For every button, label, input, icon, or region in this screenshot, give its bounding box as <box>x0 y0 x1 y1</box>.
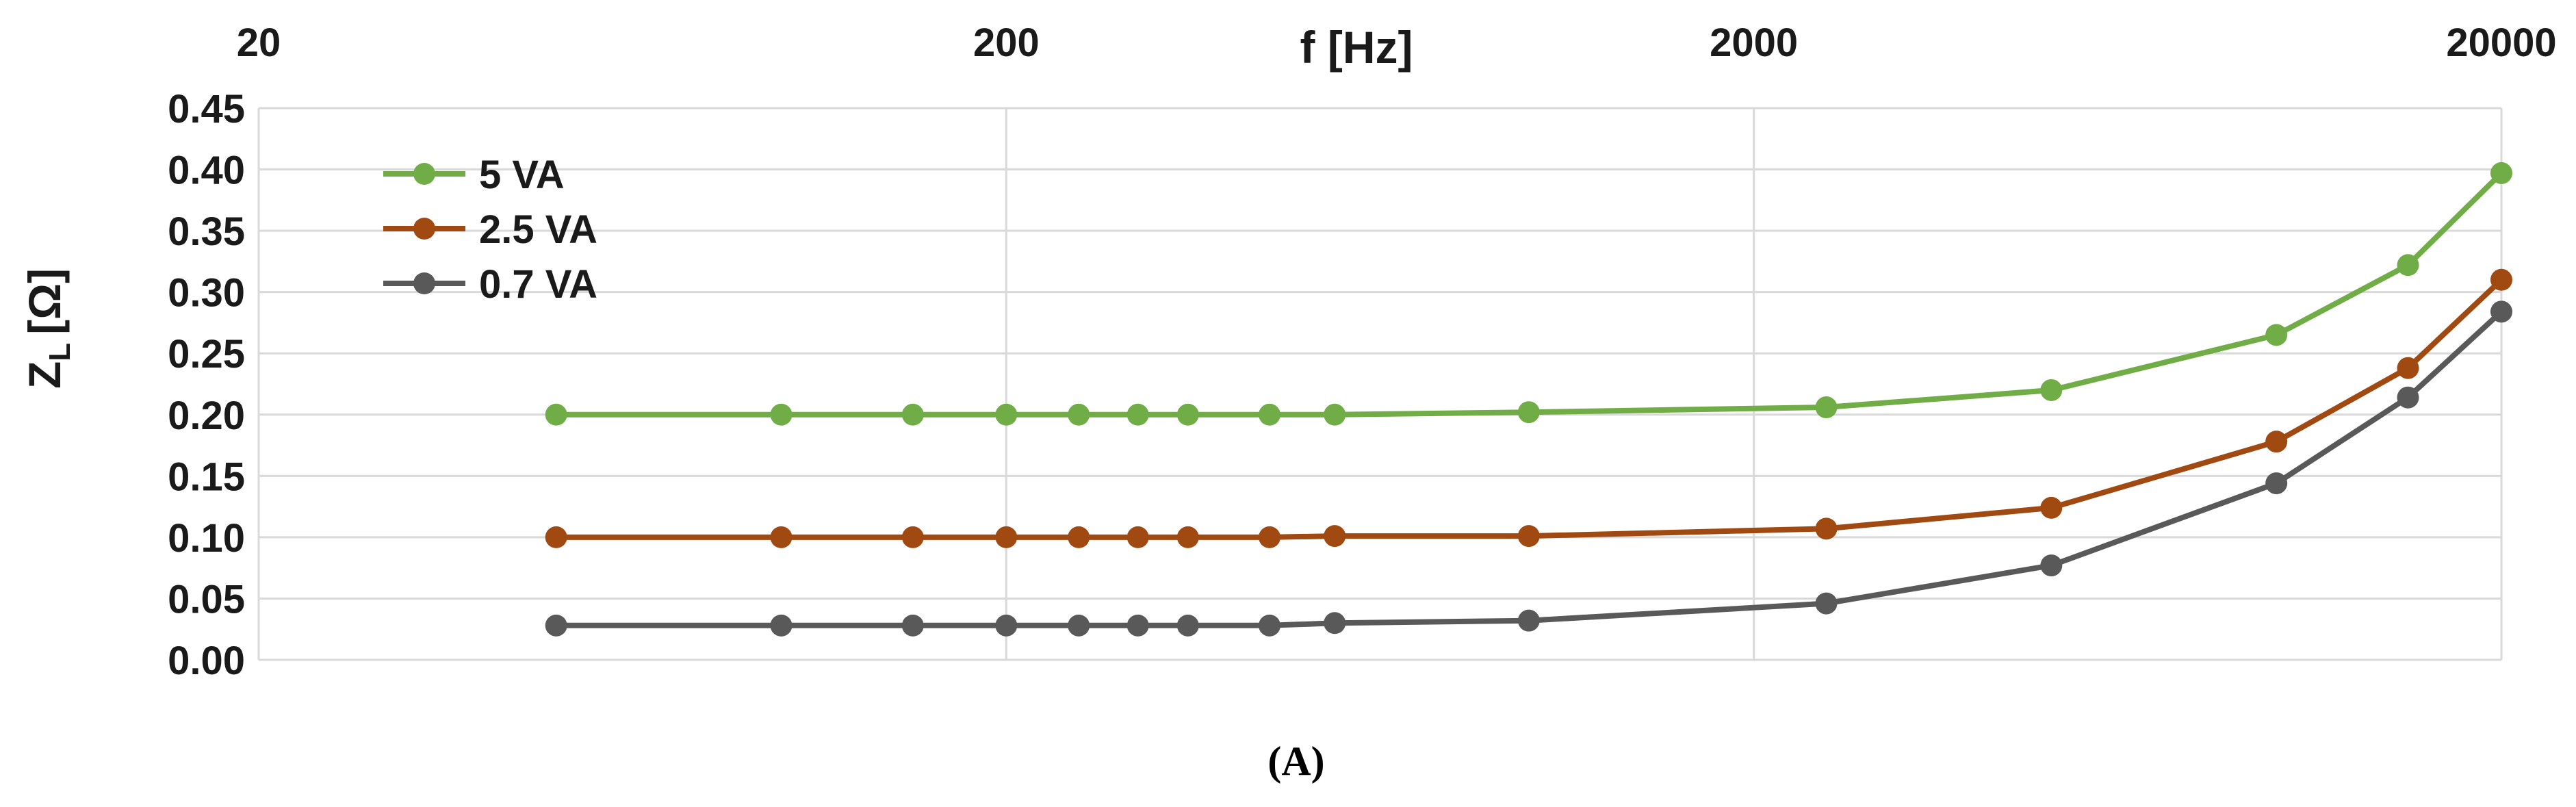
data-point <box>2265 472 2288 495</box>
x-tick-label: 20000 <box>2446 21 2556 65</box>
data-point <box>2040 496 2063 519</box>
data-point <box>995 614 1018 637</box>
data-point <box>1176 526 1199 548</box>
y-tick-label: 0.35 <box>168 209 245 254</box>
data-point <box>1126 526 1149 548</box>
data-point <box>2397 254 2419 277</box>
data-point <box>2397 357 2419 379</box>
y-tick-label: 0.25 <box>168 332 245 376</box>
data-point <box>1126 403 1149 426</box>
x-axis-title: f [Hz] <box>1300 22 1413 73</box>
series-1 <box>545 268 2512 548</box>
data-point <box>1517 401 1540 424</box>
data-point <box>1176 614 1199 637</box>
data-point <box>2265 324 2288 346</box>
series-lines <box>545 162 2512 637</box>
y-tick-label: 0.15 <box>168 454 245 499</box>
x-tick-label: 200 <box>973 21 1040 65</box>
series-line <box>556 171 2503 418</box>
data-point <box>545 403 567 426</box>
y-tick-label: 0.30 <box>168 271 245 316</box>
legend: 5 VA 2.5 VA 0.7 VA <box>383 153 597 307</box>
y-tick-label: 0.10 <box>168 516 245 561</box>
y-tick-label: 0.00 <box>168 639 245 683</box>
data-point <box>1815 592 1838 615</box>
legend-entry: 2.5 VA <box>383 207 597 252</box>
y-axis-title: ZL [Ω] <box>19 268 77 389</box>
data-point <box>1324 525 1346 548</box>
data-point <box>1176 403 1199 426</box>
data-point <box>770 403 793 426</box>
data-point <box>770 614 793 637</box>
data-point <box>1815 517 1838 540</box>
y-axis-title-subscript: L <box>43 343 77 361</box>
data-point <box>1815 396 1838 419</box>
data-point <box>1324 612 1346 635</box>
data-point <box>2265 431 2288 453</box>
series-2 <box>545 300 2512 637</box>
data-point <box>1324 403 1346 426</box>
legend-swatch-marker <box>413 272 435 294</box>
data-point <box>545 526 567 548</box>
legend-entry: 0.7 VA <box>383 262 597 307</box>
y-axis-title-unit: [Ω] <box>19 268 70 335</box>
data-point <box>995 526 1018 548</box>
legend-entry: 5 VA <box>383 153 565 197</box>
y-tick-label: 0.45 <box>168 87 245 131</box>
data-point <box>1068 403 1090 426</box>
y-axis-title-main: Z <box>19 361 70 389</box>
data-point <box>545 614 567 637</box>
data-point <box>770 526 793 548</box>
data-point <box>1126 614 1149 637</box>
data-point <box>901 403 924 426</box>
data-point <box>1259 403 1281 426</box>
data-point <box>901 614 924 637</box>
legend-swatch-marker <box>413 163 435 185</box>
legend-label: 0.7 VA <box>479 262 597 307</box>
data-point <box>1068 526 1090 548</box>
data-point <box>901 526 924 548</box>
series-line <box>556 309 2503 628</box>
svg-text:ZL[Ω]: ZL [Ω] <box>19 268 77 389</box>
data-point <box>995 403 1018 426</box>
data-point <box>1517 609 1540 632</box>
figure-caption: (A) <box>1267 739 1324 784</box>
data-point <box>2490 162 2512 184</box>
legend-label: 2.5 VA <box>479 207 597 252</box>
series-0 <box>545 162 2512 426</box>
data-point <box>2490 268 2512 291</box>
data-point <box>2490 300 2512 323</box>
grid-lines <box>259 107 2503 660</box>
legend-swatch-marker <box>413 218 435 240</box>
data-point <box>1259 614 1281 637</box>
x-tick-label: 2000 <box>1710 21 1798 65</box>
data-point <box>2040 379 2063 401</box>
x-tick-label: 20 <box>237 21 281 65</box>
data-point <box>1259 526 1281 548</box>
y-tick-label: 0.40 <box>168 149 245 193</box>
legend-label: 5 VA <box>479 153 565 197</box>
data-point <box>1517 525 1540 548</box>
data-point <box>2040 554 2063 577</box>
y-tick-label: 0.05 <box>168 577 245 622</box>
axes <box>257 108 2501 661</box>
data-point <box>1068 614 1090 637</box>
tick-labels: 0.00 0.05 0.10 0.15 0.20 0.25 0.30 0.35 0.40 0.45… <box>168 21 2557 683</box>
data-point <box>2397 386 2419 409</box>
y-tick-label: 0.20 <box>168 394 245 438</box>
